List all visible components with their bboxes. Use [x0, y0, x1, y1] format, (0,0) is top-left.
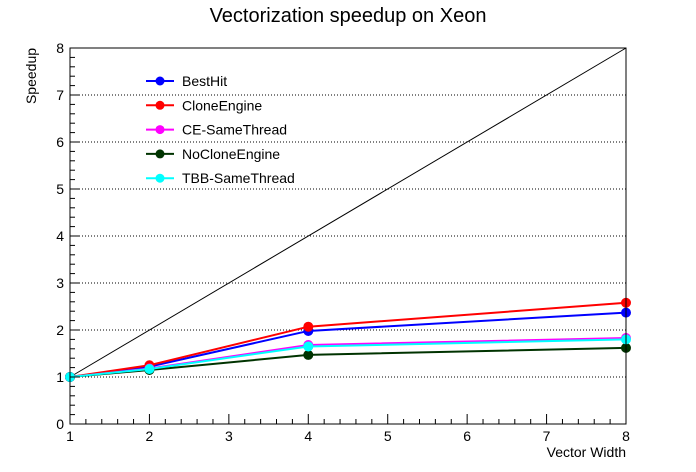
y-tick-label: 1	[56, 369, 64, 385]
legend: BestHit CloneEngine CE-SameThread NoCloneEn…	[146, 73, 295, 186]
series-lines	[65, 297, 631, 382]
y-tick-label: 4	[56, 228, 64, 244]
y-tick-label: 5	[56, 181, 64, 197]
y-tick-label: 6	[56, 134, 64, 150]
x-tick-label: 6	[463, 428, 471, 444]
reference-diagonal	[69, 47, 627, 378]
y-tick-label: 8	[56, 40, 64, 56]
x-tick-label: 2	[146, 428, 154, 444]
y-tick-label: 3	[56, 275, 64, 291]
y-tick-label: 7	[56, 87, 64, 103]
legend-label: TBB-SameThread	[182, 170, 295, 186]
x-tick-label: 7	[543, 428, 551, 444]
legend-marker	[155, 125, 165, 135]
ideal-speedup-line	[69, 47, 627, 378]
legend-marker	[155, 100, 165, 110]
x-tick-label: 1	[66, 428, 74, 444]
legend-marker	[155, 173, 165, 183]
legend-label: CloneEngine	[182, 97, 262, 113]
x-tick-label: 3	[225, 428, 233, 444]
series-line	[69, 338, 627, 378]
y-axis-label: Speedup	[23, 48, 39, 104]
y-tick-label: 2	[56, 322, 64, 338]
x-tick-label: 5	[384, 428, 392, 444]
grid	[70, 94, 626, 378]
series-line	[69, 301, 627, 378]
data-point	[303, 321, 314, 332]
x-tick-label: 8	[622, 428, 630, 444]
y-tick-label: 0	[56, 416, 64, 432]
chart-title: Vectorization speedup on Xeon	[210, 5, 487, 27]
x-tick-label: 4	[304, 428, 312, 444]
data-point	[303, 349, 314, 360]
legend-marker	[155, 149, 165, 159]
legend-marker	[155, 76, 165, 86]
legend-label: NoCloneEngine	[182, 146, 280, 162]
data-point	[144, 364, 155, 375]
legend-label: CE-SameThread	[182, 122, 287, 138]
legend-label: BestHit	[182, 73, 227, 89]
x-axis-label: Vector Width	[547, 444, 626, 460]
data-point	[303, 341, 314, 352]
